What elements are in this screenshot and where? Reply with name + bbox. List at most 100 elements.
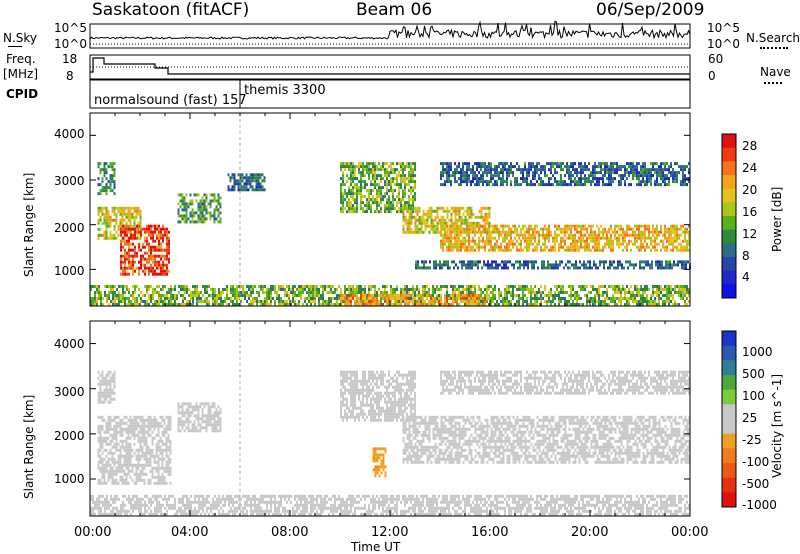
xtick-5: 20:00 xyxy=(571,525,609,540)
nsky-trace xyxy=(89,20,691,46)
power-region-5 xyxy=(340,162,416,214)
power-region-8 xyxy=(440,162,690,187)
velocity-colorbar-swatch-10 xyxy=(722,477,736,493)
xtick-4: 16:00 xyxy=(471,525,509,540)
power-region-0 xyxy=(97,162,116,196)
power-region-3 xyxy=(177,193,222,224)
velocity-colorbar-swatch-7 xyxy=(722,433,736,449)
power-region-4 xyxy=(227,173,266,192)
velocity-colorbar-swatch-11 xyxy=(722,492,736,508)
velocity-colorbar-swatch-5 xyxy=(722,404,736,420)
power-cbar-tick-4: 12 xyxy=(742,227,758,241)
power-colorbar-swatch-8 xyxy=(722,243,736,258)
vel-cbar-label: Velocity [m s^-1] xyxy=(770,373,784,478)
velocity-colorbar-swatch-6 xyxy=(722,419,736,435)
velocity-region-6 xyxy=(440,370,690,395)
nsky-label: N.Sky xyxy=(3,31,38,45)
nsky-tick-bottom: 10^0 xyxy=(54,37,87,51)
power-colorbar xyxy=(721,133,737,299)
nsky-panel xyxy=(89,23,691,49)
power-region-9 xyxy=(415,260,691,270)
power-cbar-tick-6: 4 xyxy=(742,270,750,284)
nsearch-label: N.Search xyxy=(746,31,800,45)
beam-title: Beam 06 xyxy=(356,0,433,20)
velocity-colorbar-swatch-1 xyxy=(722,345,736,361)
nave-label: Nave xyxy=(760,65,791,79)
velocity-colorbar-swatch-2 xyxy=(722,360,736,376)
vel-cbar-tick-1: 500 xyxy=(742,367,765,381)
power-colorbar-swatch-3 xyxy=(722,175,736,190)
xtick-3: 12:00 xyxy=(371,525,409,540)
velocity-colorbar-swatch-9 xyxy=(722,463,736,479)
power-ylabel: Slant Range [km] xyxy=(22,172,36,277)
velocity-colorbar xyxy=(721,330,737,508)
power-colorbar-swatch-5 xyxy=(722,202,736,217)
nsky-marker xyxy=(8,46,22,47)
xtick-1: 04:00 xyxy=(171,525,209,540)
nsearch-tick-bottom: 10^0 xyxy=(707,37,740,51)
nave-marker xyxy=(764,82,782,84)
power-region-11 xyxy=(340,293,490,306)
vel-cbar-tick-4: -25 xyxy=(742,433,762,447)
power-cbar-tick-1: 24 xyxy=(742,161,758,175)
vel-ytick-2000: 2000 xyxy=(54,429,85,443)
power-cbar-tick-3: 16 xyxy=(742,205,758,219)
freq-tick-bottom: 8 xyxy=(66,69,74,83)
nsearch-tick-top: 10^5 xyxy=(707,21,740,35)
power-colorbar-swatch-0 xyxy=(722,134,736,149)
power-ytick-4000: 4000 xyxy=(54,127,85,141)
vel-cbar-tick-6: -500 xyxy=(742,477,770,491)
power-colorbar-swatch-7 xyxy=(722,229,736,244)
xtick-2: 08:00 xyxy=(271,525,309,540)
power-colorbar-swatch-11 xyxy=(722,284,736,299)
power-colorbar-swatch-2 xyxy=(722,161,736,176)
vel-cbar-tick-0: 1000 xyxy=(742,345,773,359)
vel-cbar-tick-5: -100 xyxy=(742,455,770,469)
xlabel: Time UT xyxy=(351,540,401,554)
freq-label-2: [MHz] xyxy=(3,67,39,81)
power-cbar-tick-2: 20 xyxy=(742,183,758,197)
vel-ytick-4000: 4000 xyxy=(54,337,85,351)
cpid-mode-0: normalsound (fast) 157 xyxy=(94,93,247,108)
velocity-region-1 xyxy=(97,415,172,485)
velocity-region-3 xyxy=(340,370,416,422)
freq-label-1: Freq. xyxy=(6,52,36,66)
date-title: 06/Sep/2009 xyxy=(596,0,705,20)
nave-tick-top: 60 xyxy=(708,52,724,66)
power-cbar-tick-0: 28 xyxy=(742,139,758,153)
power-cbar-label: Power [dB] xyxy=(770,186,784,252)
vel-cbar-tick-2: 100 xyxy=(742,389,765,403)
station-title: Saskatoon (fitACF) xyxy=(92,0,250,20)
power-region-2 xyxy=(120,224,170,276)
velocity-colorbar-swatch-3 xyxy=(722,375,736,391)
power-colorbar-swatch-4 xyxy=(722,188,736,203)
vel-cbar-tick-3: 25 xyxy=(742,411,758,425)
nsearch-marker xyxy=(760,47,788,49)
freq-trace xyxy=(90,57,690,75)
power-ytick-3000: 3000 xyxy=(54,174,85,188)
velocity-region-7 xyxy=(90,494,690,516)
velocity-region-0 xyxy=(97,370,116,404)
velocity-colorbar-swatch-4 xyxy=(722,389,736,405)
power-region-6 xyxy=(402,206,491,234)
cpid-panel xyxy=(89,79,691,109)
velocity-colorbar-swatch-8 xyxy=(722,448,736,464)
power-ytick-1000: 1000 xyxy=(54,264,85,278)
power-ytick-2000: 2000 xyxy=(54,221,85,235)
xtick-6: 00:00 xyxy=(671,525,709,540)
power-cbar-tick-5: 8 xyxy=(742,249,750,263)
power-colorbar-swatch-9 xyxy=(722,257,736,272)
cpid-label: CPID xyxy=(6,87,39,101)
power-region-7 xyxy=(440,224,690,252)
velocity-region-4 xyxy=(372,447,387,478)
nave-tick-bottom: 0 xyxy=(708,69,716,83)
power-colorbar-swatch-10 xyxy=(722,270,736,285)
velocity-region-2 xyxy=(177,402,222,433)
power-colorbar-swatch-1 xyxy=(722,147,736,162)
vel-ytick-3000: 3000 xyxy=(54,385,85,399)
vel-ytick-1000: 1000 xyxy=(54,472,85,486)
xtick-0: 00:00 xyxy=(74,525,112,540)
nsky-tick-top: 10^5 xyxy=(54,21,87,35)
power-colorbar-swatch-6 xyxy=(722,216,736,231)
